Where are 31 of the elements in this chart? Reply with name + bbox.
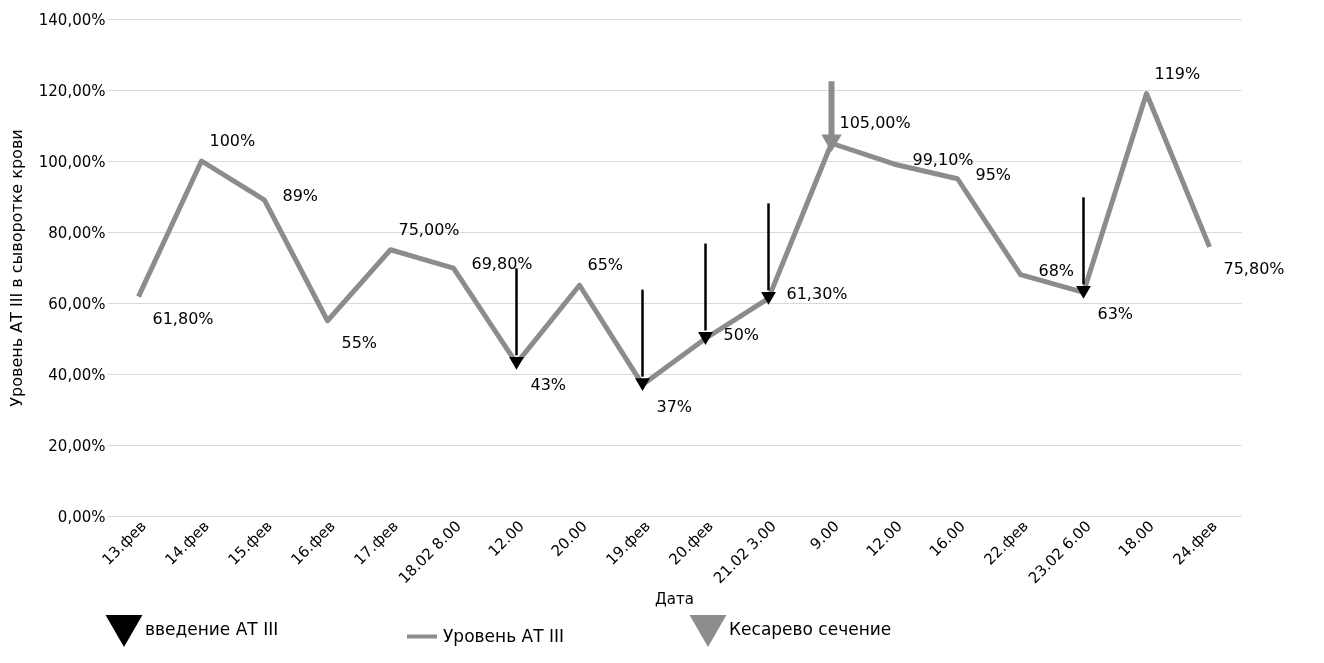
y-tick-label: 140,00% xyxy=(38,10,106,29)
data-label: 119% xyxy=(1154,63,1201,83)
data-label: 65% xyxy=(587,255,624,275)
data-label: 50% xyxy=(723,324,760,344)
x-axis-title: Дата xyxy=(655,589,694,608)
y-tick-label: 0,00% xyxy=(57,507,106,526)
data-label: 105,00% xyxy=(839,113,911,133)
data-label: 75,80% xyxy=(1223,258,1285,278)
y-tick-label: 120,00% xyxy=(38,81,106,100)
data-label: 61,80% xyxy=(152,308,214,328)
data-label: 68% xyxy=(1038,260,1075,280)
data-label: 99,10% xyxy=(912,150,974,170)
data-label: 61,30% xyxy=(786,284,848,304)
data-label: 89% xyxy=(282,186,319,206)
y-tick-label: 40,00% xyxy=(48,365,106,384)
y-tick-label: 80,00% xyxy=(48,223,106,242)
data-label: 69,80% xyxy=(471,254,533,274)
data-label: 95% xyxy=(975,164,1012,184)
y-tick-label: 100,00% xyxy=(38,152,106,171)
data-label: 37% xyxy=(656,396,693,416)
data-label: 100% xyxy=(209,131,256,150)
y-tick-label: 20,00% xyxy=(48,436,106,455)
y-axis-title: Уровень АТ III в сыворотке крови xyxy=(6,129,26,407)
legend-label: Уровень АТ III xyxy=(443,625,565,646)
legend-label: Кесарево сечение xyxy=(729,619,892,639)
legend-label: введение АТ III xyxy=(145,619,279,639)
data-label: 55% xyxy=(341,332,378,352)
data-label: 43% xyxy=(530,375,567,395)
data-label: 75,00% xyxy=(398,219,460,239)
data-label: 63% xyxy=(1097,304,1134,324)
y-tick-label: 60,00% xyxy=(48,294,106,313)
